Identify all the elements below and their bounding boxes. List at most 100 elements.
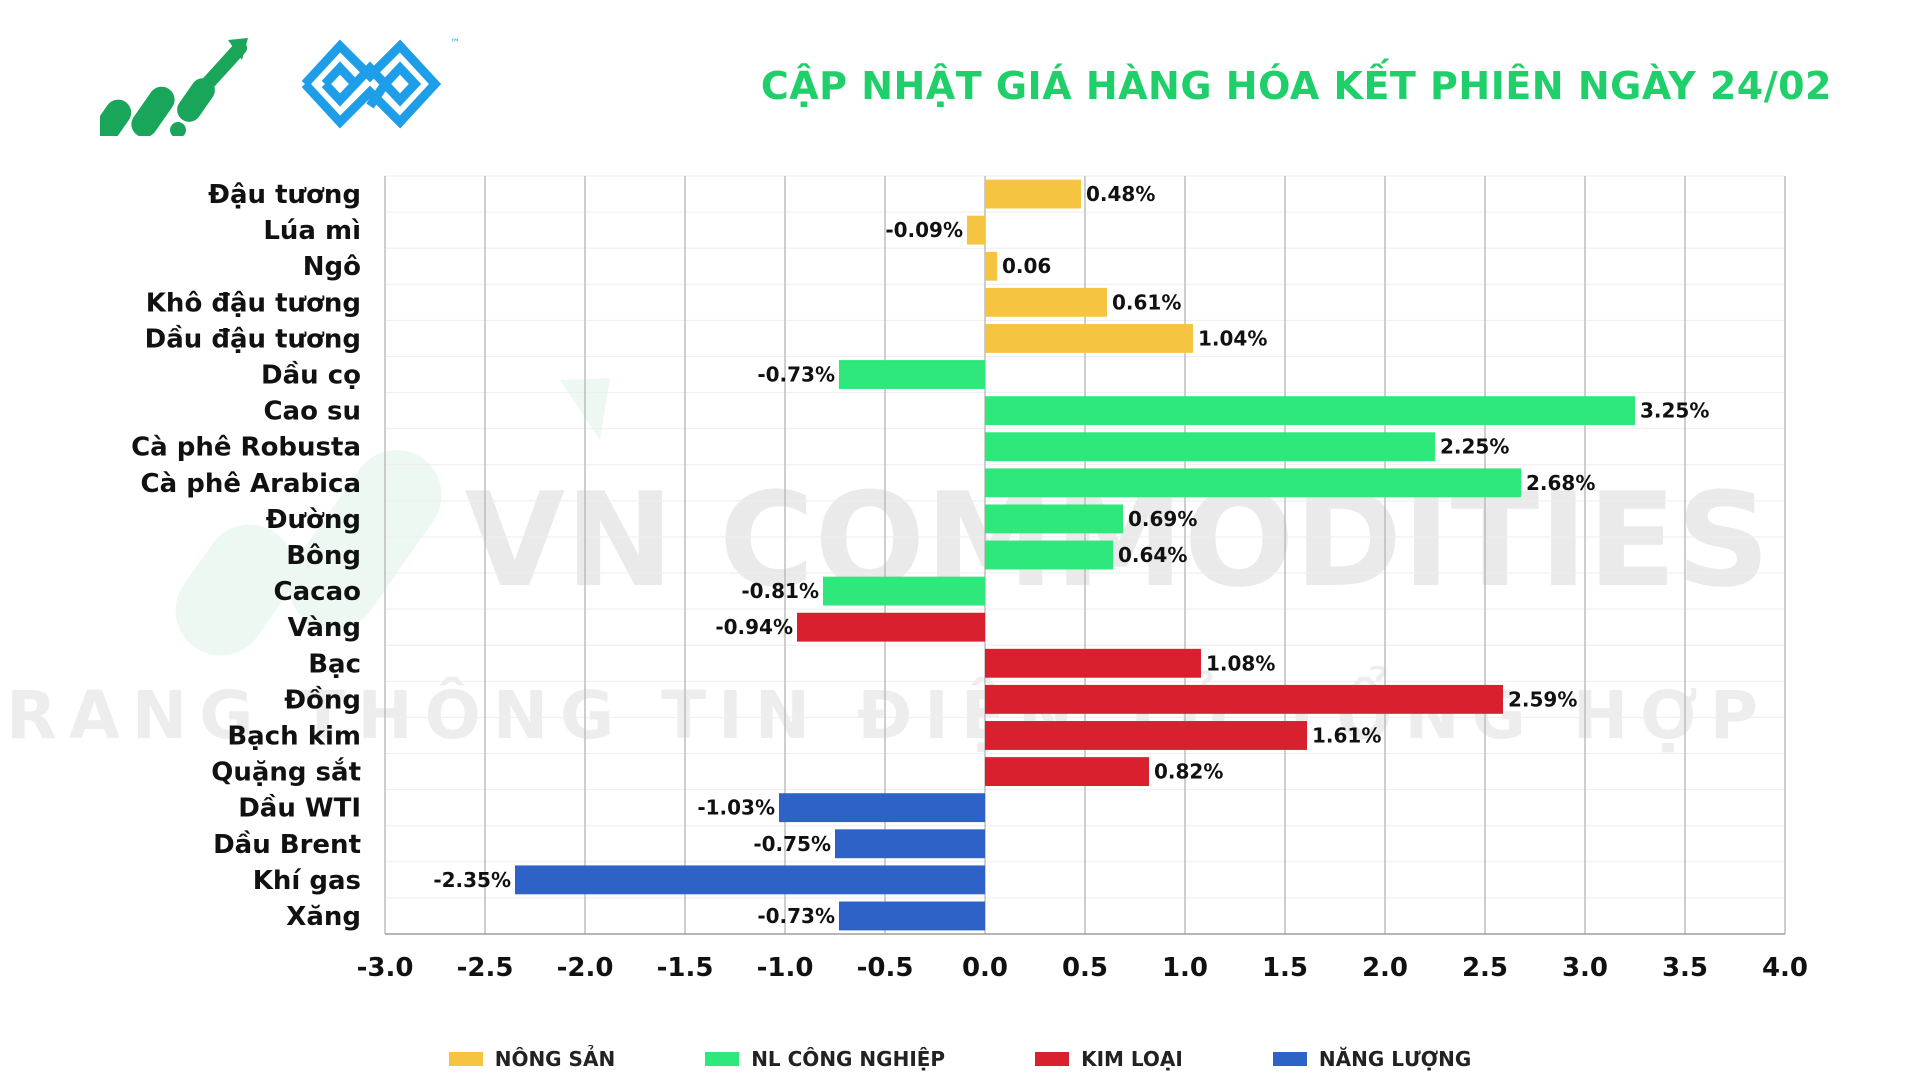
- category-labels: Đậu tương Lúa mì Ngô Khô đậu tương Dầu đậu t…: [131, 180, 361, 932]
- bar: [985, 396, 1635, 426]
- value-label: 0.64%: [1118, 543, 1187, 567]
- category-label: Cacao: [274, 577, 361, 607]
- bar: [985, 432, 1435, 462]
- value-label: 0.61%: [1112, 290, 1181, 314]
- category-label: Đồng: [284, 684, 361, 715]
- category-label: Cao su: [263, 397, 361, 427]
- category-label: Dầu WTI: [238, 793, 361, 824]
- category-label: Cà phê Robusta: [131, 433, 361, 463]
- value-label: -0.73%: [757, 904, 835, 928]
- value-label: 1.04%: [1198, 326, 1267, 350]
- legend-label: NĂNG LƯỢNG: [1318, 1047, 1472, 1071]
- bar: [835, 829, 985, 859]
- x-tick-label: -2.5: [457, 953, 514, 983]
- value-label: 1.61%: [1312, 723, 1381, 747]
- diamond-maze-logo-icon: [301, 39, 442, 129]
- category-label: Quặng sắt: [211, 757, 361, 788]
- legend-label: NL CÔNG NGHIỆP: [751, 1047, 946, 1071]
- category-label: Lúa mì: [263, 216, 361, 246]
- growth-arrow-logo-icon: [100, 38, 248, 136]
- category-label: Cà phê Arabica: [141, 469, 361, 499]
- legend: NÔNG SẢN NL CÔNG NGHIỆP KIM LOẠI NĂNG LƯỢNG: [0, 1046, 1920, 1072]
- x-tick-label: -0.5: [857, 953, 914, 983]
- bar: [985, 179, 1081, 209]
- category-label: Khí gas: [253, 866, 361, 896]
- legend-label: NÔNG SẢN: [494, 1047, 616, 1071]
- legend-label: KIM LOẠI: [1081, 1047, 1183, 1071]
- value-label: 3.25%: [1640, 399, 1709, 423]
- value-labels: 0.48% -0.09% 0.06 0.61% 1.04% -0.73% 3.25% 2.25…: [433, 182, 1709, 928]
- bar: [823, 576, 985, 606]
- x-tick-label: 2.0: [1362, 953, 1408, 983]
- x-tick-label: 0.5: [1062, 953, 1108, 983]
- category-label: Xăng: [286, 902, 361, 932]
- value-label: -0.81%: [741, 579, 819, 603]
- value-label: -2.35%: [433, 868, 511, 892]
- value-label: 0.82%: [1154, 760, 1223, 784]
- x-tick-label: 0.0: [962, 953, 1008, 983]
- x-tick-label: 3.5: [1662, 953, 1708, 983]
- bar: [839, 901, 985, 931]
- x-tick-labels: -3.0 -2.5 -2.0 -1.5 -1.0 -0.5 0.0 0.5 1.0 1.5 2.0 2…: [357, 953, 1808, 983]
- bar: [779, 793, 985, 823]
- legend-swatch: [1272, 1052, 1307, 1066]
- x-tick-label: -1.0: [757, 953, 814, 983]
- category-label: Bạch kim: [227, 721, 361, 751]
- legend-item: NL CÔNG NGHIỆP: [705, 1046, 945, 1072]
- legend-swatch: [448, 1052, 483, 1066]
- category-label: Đường: [266, 505, 361, 535]
- x-tick-label: -2.0: [557, 953, 614, 983]
- legend-swatch: [1035, 1052, 1070, 1066]
- legend-item: NĂNG LƯỢNG: [1272, 1046, 1472, 1072]
- bar: [985, 251, 997, 281]
- value-label: -0.73%: [757, 363, 835, 387]
- value-label: 2.59%: [1508, 687, 1577, 711]
- legend-item: NÔNG SẢN: [448, 1046, 616, 1072]
- x-tick-label: 1.5: [1262, 953, 1308, 983]
- bar: [985, 540, 1113, 570]
- value-label: -1.03%: [697, 796, 775, 820]
- category-label: Khô đậu tương: [146, 288, 361, 318]
- value-label: 2.25%: [1440, 435, 1509, 459]
- x-tick-label: 2.5: [1462, 953, 1508, 983]
- legend-swatch: [705, 1052, 740, 1066]
- value-label: 2.68%: [1526, 471, 1595, 495]
- value-label: 0.69%: [1128, 507, 1197, 531]
- value-label: 1.08%: [1206, 651, 1275, 675]
- value-label: 0.06: [1002, 254, 1051, 278]
- bar: [515, 865, 985, 895]
- value-label: -0.09%: [885, 218, 963, 242]
- x-tick-label: -3.0: [357, 953, 414, 983]
- trademark-symbol: ™: [450, 38, 460, 49]
- category-label: Dầu đậu tương: [145, 323, 361, 354]
- x-tick-label: 1.0: [1162, 953, 1208, 983]
- x-tick-label: -1.5: [657, 953, 714, 983]
- bar: [985, 757, 1149, 787]
- x-tick-label: 4.0: [1762, 953, 1808, 983]
- bar: [985, 287, 1107, 317]
- category-label: Dầu Brent: [213, 829, 361, 860]
- value-label: -0.75%: [753, 832, 831, 856]
- category-label: Bạc: [308, 649, 361, 679]
- bar: [985, 468, 1521, 498]
- bar: [985, 504, 1123, 534]
- bar: [985, 721, 1307, 750]
- bar: [985, 323, 1193, 353]
- bar: [967, 215, 985, 245]
- category-label: Ngô: [303, 252, 361, 282]
- category-label: Vàng: [288, 613, 361, 643]
- bar: [839, 360, 985, 389]
- category-label: Đậu tương: [208, 180, 361, 210]
- bar: [985, 648, 1201, 678]
- page-title: CẬP NHẬT GIÁ HÀNG HÓA KẾT PHIÊN NGÀY 24/…: [760, 64, 1832, 108]
- legend-item: KIM LOẠI: [1035, 1046, 1183, 1072]
- brand-logo: ™: [100, 38, 460, 136]
- value-label: 0.48%: [1086, 182, 1155, 206]
- grid-lines: [384, 175, 1786, 935]
- bars: [515, 179, 1635, 931]
- x-tick-label: 3.0: [1562, 953, 1608, 983]
- bar: [985, 684, 1503, 714]
- bar: [797, 612, 985, 642]
- value-label: -0.94%: [715, 615, 793, 639]
